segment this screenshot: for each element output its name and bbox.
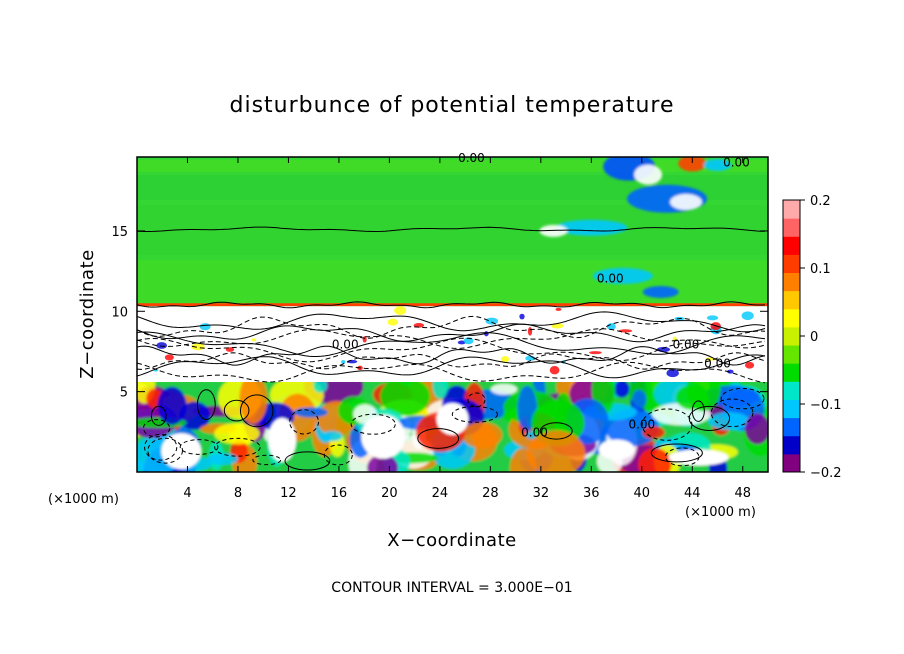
colorbar-tick-label: 0.2 bbox=[810, 194, 831, 209]
lower-turbulent-region bbox=[137, 365, 768, 472]
contour-labels: 0.00 0.00 0.00 0.00 0.00 0.00 0.00 0.00 bbox=[332, 151, 750, 440]
colorbar-ticks: 0.2 0.1 0 −0.1 −0.2 bbox=[800, 194, 842, 481]
z-units-label: (×1000 m) bbox=[48, 492, 119, 507]
x-tick-label: 24 bbox=[432, 486, 449, 501]
x-tick-label: 40 bbox=[634, 486, 651, 501]
colorbar-segment bbox=[783, 254, 800, 274]
contour-label: 0.00 bbox=[332, 337, 359, 351]
colorbar-tick-label: 0.1 bbox=[810, 262, 831, 277]
contour-label: 0.00 bbox=[628, 418, 655, 432]
x-tick-label: 44 bbox=[684, 486, 701, 501]
y-tick-label: 5 bbox=[120, 386, 128, 401]
colorbar-tick-label: −0.1 bbox=[810, 398, 842, 413]
contour-lines bbox=[137, 226, 766, 471]
x-tick-label: 28 bbox=[482, 486, 499, 501]
contour-label: 0.00 bbox=[597, 271, 624, 285]
y-tick-label: 15 bbox=[111, 225, 128, 240]
contour-label: 0.00 bbox=[521, 426, 548, 440]
colorbar-segment bbox=[783, 218, 800, 237]
x-tick-label: 8 bbox=[234, 486, 242, 501]
chart-title: disturbunce of potential temperature bbox=[230, 93, 675, 118]
colorbar-segment bbox=[783, 453, 800, 473]
x-units-label: (×1000 m) bbox=[685, 505, 756, 520]
colorbar-tick-label: 0 bbox=[810, 330, 818, 345]
x-tick-label: 4 bbox=[183, 486, 191, 501]
colorbar-segment bbox=[783, 290, 800, 310]
x-tick-label: 16 bbox=[331, 486, 348, 501]
colorbar-segment bbox=[783, 381, 800, 400]
upper-right-plume bbox=[539, 157, 732, 298]
x-tick-label: 32 bbox=[533, 486, 550, 501]
colorbar-segment bbox=[783, 435, 800, 455]
colorbar-segment bbox=[783, 326, 800, 346]
y-tick-label: 10 bbox=[111, 305, 128, 320]
x-axis-label: X−coordinate bbox=[387, 530, 516, 551]
colorbar-tick-label: −0.2 bbox=[810, 466, 842, 481]
colorbar-segment bbox=[783, 363, 800, 382]
colorbar-segment bbox=[783, 200, 800, 219]
x-tick-label: 12 bbox=[280, 486, 297, 501]
contour-interval-note: CONTOUR INTERVAL = 3.000E−01 bbox=[331, 580, 572, 596]
x-tick-label: 48 bbox=[734, 486, 751, 501]
colorbar-segment bbox=[783, 236, 800, 255]
y-axis-label: Z−coordinate bbox=[77, 249, 98, 378]
y-axis-ticks: 5 10 15 bbox=[111, 225, 768, 401]
colorbar bbox=[783, 200, 800, 473]
contour-label: 0.00 bbox=[704, 357, 731, 371]
contour-label: 0.00 bbox=[673, 337, 700, 351]
colorbar-segment bbox=[783, 308, 800, 328]
x-tick-label: 20 bbox=[381, 486, 398, 501]
colorbar-segment bbox=[783, 272, 800, 292]
plot-frame bbox=[136, 156, 769, 473]
contour-label: 0.00 bbox=[458, 151, 485, 165]
colorbar-segment bbox=[783, 345, 800, 364]
x-axis-ticks: 4 8 12 16 20 24 28 32 36 40 44 48 bbox=[183, 157, 751, 501]
x-tick-label: 36 bbox=[583, 486, 600, 501]
heatmap-field bbox=[137, 157, 768, 472]
colorbar-segment bbox=[783, 399, 800, 419]
contour-label: 0.00 bbox=[723, 156, 750, 170]
colorbar-segment bbox=[783, 417, 800, 437]
